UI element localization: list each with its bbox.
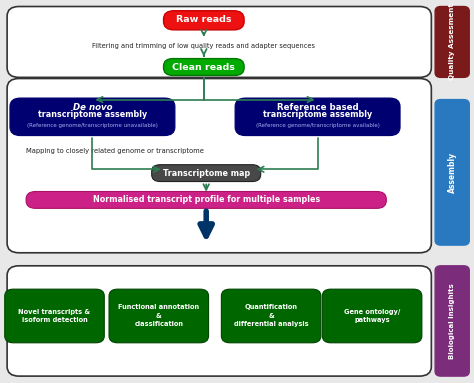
FancyBboxPatch shape [7, 266, 431, 376]
Text: Functional annotation
&
classification: Functional annotation & classification [118, 304, 200, 327]
Text: (Reference genome/transcriptome unavailable): (Reference genome/transcriptome unavaila… [27, 123, 158, 128]
Text: transcriptome assembly: transcriptome assembly [38, 110, 147, 119]
FancyBboxPatch shape [164, 11, 244, 30]
Text: transcriptome assembly: transcriptome assembly [263, 110, 372, 119]
FancyBboxPatch shape [322, 289, 422, 343]
FancyBboxPatch shape [221, 289, 321, 343]
Text: De novo: De novo [73, 103, 112, 112]
FancyBboxPatch shape [235, 98, 400, 136]
FancyBboxPatch shape [435, 266, 469, 376]
FancyBboxPatch shape [164, 59, 244, 75]
Text: Biological Insighits: Biological Insighits [449, 283, 455, 359]
Text: Mapping to closely related genome or transcriptome: Mapping to closely related genome or tra… [26, 148, 204, 154]
Text: Novel transcripts &
isoform detection: Novel transcripts & isoform detection [18, 309, 91, 323]
Text: Quantification
&
differential analysis: Quantification & differential analysis [234, 304, 309, 327]
FancyBboxPatch shape [5, 289, 104, 343]
Text: Filtering and trimming of low quality reads and adapter sequences: Filtering and trimming of low quality re… [92, 43, 315, 49]
Text: Assembly: Assembly [448, 152, 456, 193]
Text: Reference based: Reference based [277, 103, 358, 112]
Text: Quality Assesment: Quality Assesment [449, 3, 455, 80]
Text: Gene ontology/
pathways: Gene ontology/ pathways [344, 309, 400, 323]
FancyBboxPatch shape [10, 98, 175, 136]
Text: (Reference genome/transcriptome available): (Reference genome/transcriptome availabl… [255, 123, 380, 128]
Text: Transcriptome map: Transcriptome map [163, 169, 250, 178]
FancyBboxPatch shape [435, 100, 469, 245]
FancyBboxPatch shape [7, 79, 431, 253]
FancyBboxPatch shape [435, 7, 469, 77]
FancyBboxPatch shape [7, 7, 431, 77]
Text: Normalised transcript profile for multiple samples: Normalised transcript profile for multip… [92, 195, 320, 205]
Text: Clean reads: Clean reads [173, 62, 235, 72]
FancyBboxPatch shape [152, 165, 261, 182]
Text: Raw reads: Raw reads [176, 15, 232, 25]
FancyBboxPatch shape [26, 192, 386, 208]
FancyBboxPatch shape [109, 289, 209, 343]
